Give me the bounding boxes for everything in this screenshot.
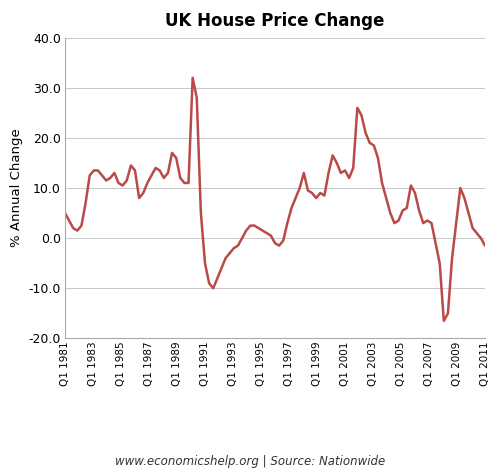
Title: UK House Price Change: UK House Price Change <box>166 13 384 31</box>
Text: www.economicshelp.org | Source: Nationwide: www.economicshelp.org | Source: Nationwi… <box>115 454 385 468</box>
Y-axis label: % Annual Change: % Annual Change <box>10 129 23 247</box>
